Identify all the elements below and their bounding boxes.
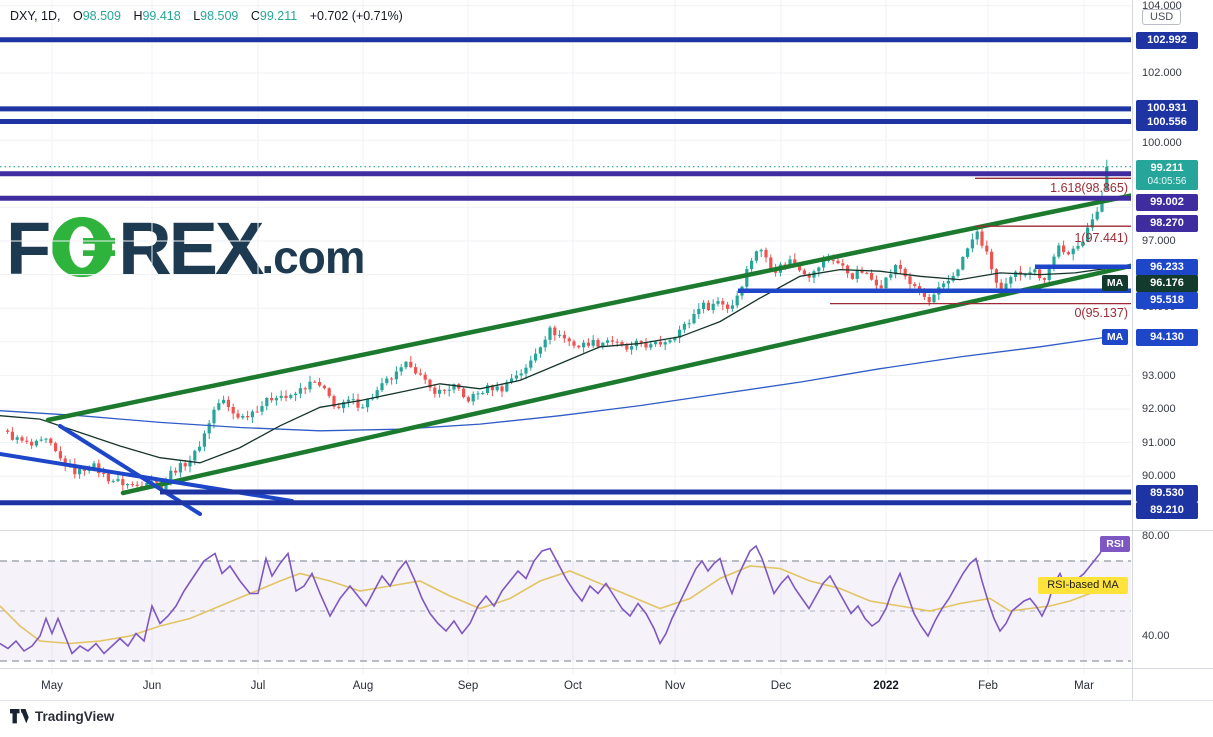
ma-dark-floating-label: MA — [1102, 275, 1128, 291]
change-value: +0.702 (+0.71%) — [309, 9, 403, 23]
price-axis-tick: 92.000 — [1142, 403, 1176, 415]
high-label: H — [133, 9, 143, 23]
price-axis-tick: 40.00 — [1142, 630, 1170, 642]
time-axis-label: Feb — [978, 680, 998, 692]
ascending-channel — [45, 193, 1131, 496]
low-label: L — [193, 9, 201, 23]
price-level-badge: 89.530 — [1136, 484, 1198, 502]
time-axis-label: Sep — [457, 680, 479, 692]
time-axis-label: Nov — [664, 680, 686, 692]
forex-o-icon — [50, 214, 116, 285]
svg-text:0(95.137): 0(95.137) — [1074, 306, 1128, 320]
price-level-badge: 95.518 — [1136, 291, 1198, 309]
price-level-badge: 98.270 — [1136, 214, 1198, 232]
low-value: 98.509 — [200, 9, 239, 23]
rsi-pane — [0, 542, 1131, 662]
price-axis-tick: 102.000 — [1142, 67, 1182, 79]
symbol-title: DXY, 1D, — [10, 9, 61, 23]
time-axis-label: Oct — [564, 680, 582, 692]
price-level-badge: 102.992 — [1136, 31, 1198, 49]
currency-unit-badge[interactable]: USD — [1142, 9, 1182, 25]
svg-text:1(97.441): 1(97.441) — [1074, 231, 1128, 245]
rsi-floating-label: RSI — [1100, 536, 1130, 552]
watermark-letter-f: F — [6, 207, 51, 290]
price-axis-tick: 100.000 — [1142, 137, 1182, 149]
time-axis-divider — [0, 668, 1213, 669]
pane-divider[interactable] — [0, 530, 1213, 531]
watermark-letters-rex: REX — [118, 207, 264, 290]
close-value: 99.211 — [259, 9, 298, 23]
price-level-badge: 100.931 — [1136, 99, 1198, 117]
symbol-legend[interactable]: DXY, 1D, O98.509 H99.418 L98.509 C99.211… — [10, 9, 403, 23]
high-value: 99.418 — [142, 9, 181, 23]
price-level-badge: 94.130 — [1136, 328, 1198, 346]
price-axis-tick: 93.000 — [1142, 370, 1176, 382]
time-axis-label: 2022 — [873, 680, 899, 692]
candlestick-chart[interactable]: 1.618(98.865) 1(97.441) 0(95.137) — [0, 0, 1132, 679]
open-value: 98.509 — [82, 9, 121, 23]
price-level-badge: 89.210 — [1136, 501, 1198, 519]
time-axis-label: Mar — [1074, 680, 1094, 692]
fib-extension: 1.618(98.865) 1(97.441) 0(95.137) — [830, 177, 1131, 320]
price-level-badge: 96.176 — [1136, 274, 1198, 292]
bottom-divider — [0, 700, 1213, 701]
price-level-badge: 99.002 — [1136, 193, 1198, 211]
candlesticks — [6, 159, 1109, 494]
price-axis[interactable]: USD 104.000102.000100.00097.00095.00093.… — [1132, 0, 1213, 700]
price-axis-tick: 80.00 — [1142, 530, 1170, 542]
time-axis-label: Dec — [770, 680, 792, 692]
time-axis-label: Jul — [250, 680, 266, 692]
time-axis-label: Aug — [352, 680, 374, 692]
time-axis-label: Jun — [142, 680, 162, 692]
forex-com-watermark-logo: F REX .com — [6, 207, 366, 290]
horizontal-levels — [0, 37, 1131, 506]
price-axis-tick: 91.000 — [1142, 437, 1176, 449]
ma-blue-floating-label: MA — [1102, 329, 1128, 345]
open-label: O — [72, 9, 83, 23]
price-axis-tick: 90.000 — [1142, 470, 1176, 482]
tradingview-branding[interactable]: TradingView — [10, 708, 114, 725]
svg-text:1.618(98.865): 1.618(98.865) — [1050, 181, 1128, 195]
price-level-badge: 100.556 — [1136, 113, 1198, 131]
price-level-badge: 99.211 04:05:56 — [1136, 160, 1198, 190]
rsi-ma-floating-label: RSI-based MA — [1038, 577, 1128, 594]
time-axis[interactable]: May Jun Jul Aug Sep Oct Nov Dec 2022 Feb Mar — [0, 669, 1132, 700]
moving-averages — [0, 268, 1106, 464]
price-level-badge: 96.233 — [1136, 258, 1198, 276]
price-axis-tick: 97.000 — [1142, 235, 1176, 247]
time-axis-label: May — [41, 680, 63, 692]
tradingview-label: TradingView — [35, 709, 115, 724]
tradingview-logo-icon — [10, 709, 29, 724]
close-label: C — [250, 9, 260, 23]
